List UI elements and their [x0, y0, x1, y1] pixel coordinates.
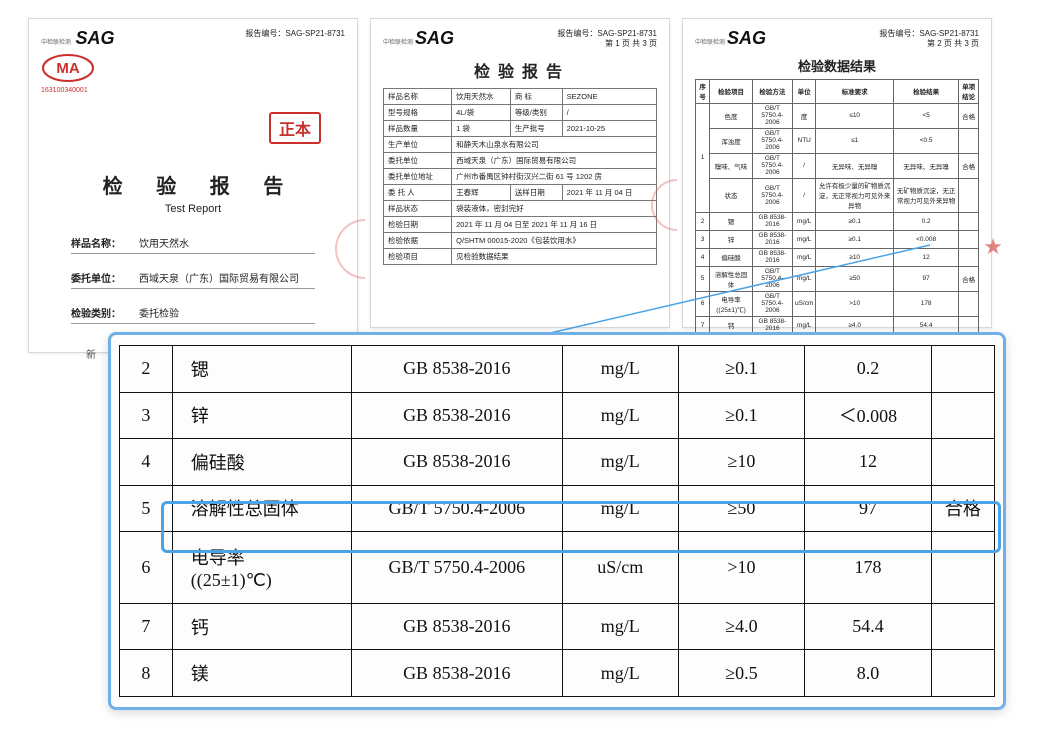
doc2-row: 检验依据Q/SHTM 00015-2020《包装饮用水》 — [384, 232, 657, 248]
report-code-block: 报告编号：SAG-SP21-8731 — [245, 29, 345, 39]
svg-text:MA: MA — [56, 60, 79, 77]
doc2-row: 委托单位地址广州市番禺区钟村街汉兴二街 61 号 1202 房 — [384, 168, 657, 184]
doc1-meta-line: 样品名称：饮用天然水 — [71, 235, 315, 254]
doc3-row: 嗅味、气味GB/T 5750.4-2006/无异味、无异嗅无异味、无异嗅合格 — [696, 153, 979, 178]
doc3-row: 2锶GB 8538-2016mg/L≥0.10.2 — [696, 212, 979, 230]
doc2-details: 中检联检测SAG 报告编号：SAG-SP21-8731第 1 页 共 3 页 检… — [370, 18, 670, 328]
doc2-row: 样品数量1 袋生产批号2021-10-25 — [384, 120, 657, 136]
doc3-row: 1色度GB/T 5750.4-2006度≤10<5合格 — [696, 103, 979, 128]
new-label: 新 — [86, 346, 96, 361]
zoom-row: 4偏硅酸GB 8538-2016mg/L≥1012 — [120, 439, 995, 486]
zoom-row: 6电导率((25±1)℃)GB/T 5750.4-2006uS/cm>10178 — [120, 532, 995, 604]
doc2-row: 样品状态袋装液体，密封完好 — [384, 200, 657, 216]
zoom-row: 8镁GB 8538-2016mg/L≥0.58.0 — [120, 650, 995, 697]
doc2-row: 检验日期2021 年 11 月 04 日至 2021 年 11 月 16 日 — [384, 216, 657, 232]
zoom-panel: 2锶GB 8538-2016mg/L≥0.10.23锌GB 8538-2016m… — [108, 332, 1006, 710]
documents-row: 中检联检测 SAG MA 163100340001 报告编号：SAG-SP21-… — [0, 0, 1053, 353]
doc1-title-en: Test Report — [41, 203, 345, 215]
zoom-row: 7钙GB 8538-2016mg/L≥4.054.4 — [120, 603, 995, 650]
doc2-title: 检验报告 — [387, 58, 657, 82]
doc1-cover: 中检联检测 SAG MA 163100340001 报告编号：SAG-SP21-… — [28, 18, 358, 353]
doc3-table: 序号检验项目检验方法单位标准要求检验结果单项结论1色度GB/T 5750.4-2… — [695, 79, 979, 353]
zoom-row: 5溶解性总固体GB/T 5750.4-2006mg/L≥5097合格 — [120, 485, 995, 532]
doc3-row: 浑浊度GB/T 5750.4-2006NTU≤1<0.5 — [696, 128, 979, 153]
doc3-results: 中检联检测SAG 报告编号：SAG-SP21-8731第 2 页 共 3 页 检… — [682, 18, 992, 328]
ma-code: 163100340001 — [41, 87, 115, 94]
doc2-row: 委托单位西域天泉（广东）国际贸易有限公司 — [384, 152, 657, 168]
doc3-row: 4偏硅酸GB 8538-2016mg/L≥1012 — [696, 248, 979, 266]
doc2-row: 样品名称饮用天然水商 标SEZONE — [384, 88, 657, 104]
doc3-row: 状态GB/T 5750.4-2006/允许有极少量的矿物质沉淀，无正常视力可见外… — [696, 178, 979, 212]
doc2-row: 检验项目见检验数据结果 — [384, 248, 657, 264]
doc3-row: 6电导率((25±1)℃)GB/T 5750.4-2006uS/cm>10178 — [696, 291, 979, 316]
doc3-title: 检验数据结果 — [695, 56, 979, 75]
sag-logo: SAG — [76, 28, 115, 48]
zoom-table: 2锶GB 8538-2016mg/L≥0.10.23锌GB 8538-2016m… — [119, 345, 995, 697]
doc1-meta-line: 委托单位：西域天泉（广东）国际贸易有限公司 — [71, 270, 315, 289]
doc2-row: 型号规格4L/袋等级/类别/ — [384, 104, 657, 120]
star-stamp-icon: ★ — [983, 234, 1003, 260]
doc3-row: 5溶解性总固体GB/T 5750.4-2006mg/L≥5097合格 — [696, 266, 979, 291]
sino-label: 中检联检测 — [41, 40, 71, 46]
doc2-row: 委 托 人王春辉送样日期2021 年 11 月 04 日 — [384, 184, 657, 200]
doc2-row: 生产单位和静天木山泉水有限公司 — [384, 136, 657, 152]
zoom-row: 3锌GB 8538-2016mg/L≥0.1＜0.008 — [120, 392, 995, 439]
doc2-table: 样品名称饮用天然水商 标SEZONE型号规格4L/袋等级/类别/样品数量1 袋生… — [383, 88, 657, 265]
ma-badge: MA — [41, 53, 115, 87]
doc1-meta-line: 检验类别：委托检验 — [71, 305, 315, 324]
zhengben-stamp: 正本 — [269, 112, 321, 144]
zoom-row: 2锶GB 8538-2016mg/L≥0.10.2 — [120, 346, 995, 393]
doc1-title: 检 验 报 告 — [41, 170, 345, 199]
doc3-row: 3锌GB 8538-2016mg/L≥0.1<0.008 — [696, 230, 979, 248]
